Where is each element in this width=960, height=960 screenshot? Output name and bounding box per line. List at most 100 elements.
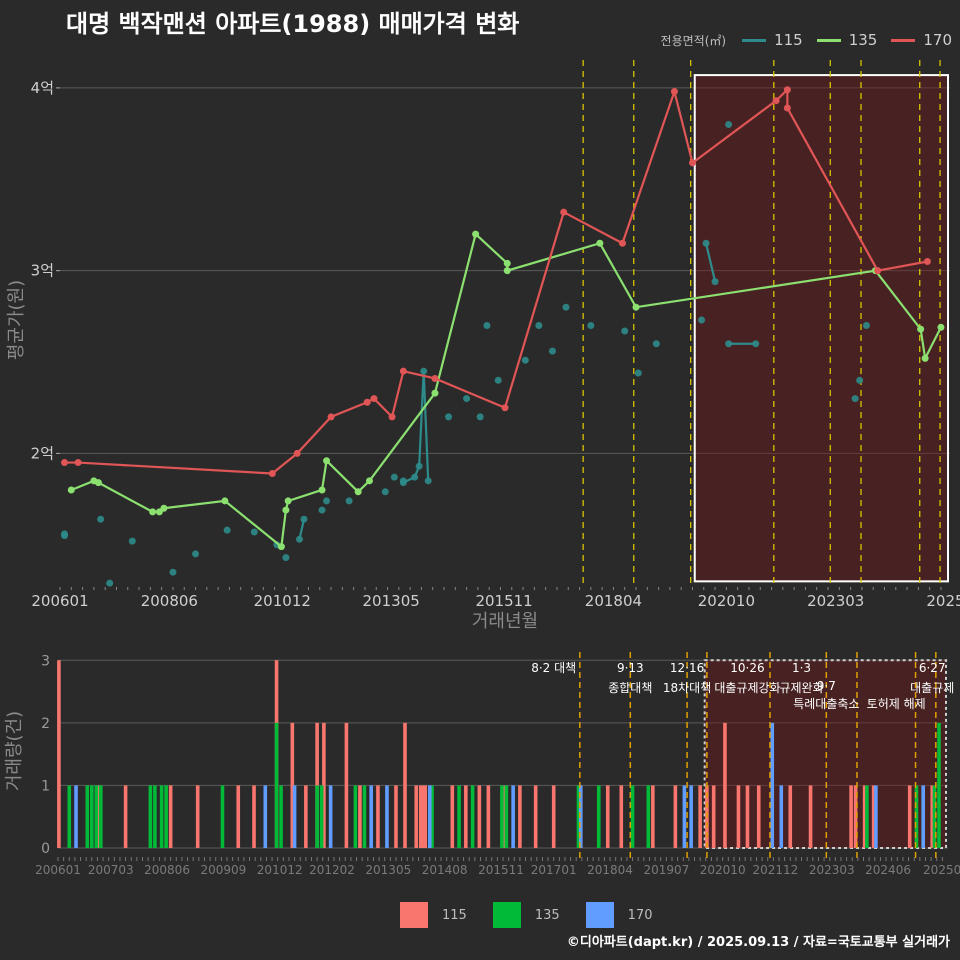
bar-legend-label-170: 170 bbox=[627, 907, 653, 923]
bar-legend-item-115: 115 bbox=[400, 902, 467, 928]
legend-swatch-170 bbox=[891, 38, 916, 42]
bar-115 bbox=[486, 785, 491, 848]
bar-x-tick-label: 201408 bbox=[422, 863, 468, 877]
bar-135 bbox=[470, 785, 475, 848]
bar-135 bbox=[353, 785, 358, 848]
policy-annotation: 18차대책 bbox=[663, 680, 711, 695]
bar-115 bbox=[736, 785, 741, 848]
point-170 bbox=[431, 374, 439, 382]
point-170 bbox=[772, 97, 780, 105]
point-170 bbox=[399, 367, 407, 375]
bar-legend: 115 135 170 bbox=[400, 902, 664, 928]
y-tick-label: 4억 bbox=[31, 79, 54, 97]
bar-x-tick-label: 201701 bbox=[531, 863, 577, 877]
bar-135 bbox=[630, 785, 635, 848]
line-115-segment bbox=[402, 371, 430, 485]
bar-115 bbox=[423, 785, 428, 848]
point-170 bbox=[688, 159, 696, 167]
bar-115 bbox=[698, 785, 702, 848]
highlight-box bbox=[693, 74, 950, 583]
bar-115 bbox=[673, 785, 678, 848]
point-115 bbox=[856, 376, 864, 384]
bar-135 bbox=[500, 785, 504, 848]
bar-x-tick-label: 202010 bbox=[700, 863, 746, 877]
bar-170 bbox=[779, 785, 784, 848]
point-135 bbox=[431, 389, 439, 397]
point-115 bbox=[192, 550, 200, 558]
bar-legend-item-135: 135 bbox=[492, 902, 560, 928]
policy-annotation: 1·3 bbox=[792, 661, 811, 675]
point-135 bbox=[503, 267, 511, 275]
source-credit: ©디아파트(dapt.kr) / 2025.09.13 / 자료=국토교통부 실… bbox=[566, 935, 950, 950]
point-170 bbox=[560, 208, 568, 216]
point-170 bbox=[74, 459, 82, 467]
bar-115 bbox=[619, 785, 624, 848]
bar-170 bbox=[874, 785, 878, 848]
bar-highlight-box bbox=[703, 659, 947, 849]
bar-135 bbox=[220, 785, 225, 848]
point-115 bbox=[652, 340, 660, 348]
point-135 bbox=[632, 303, 640, 311]
x-axis-title: 거래년월 bbox=[472, 611, 538, 632]
point-115 bbox=[390, 473, 398, 481]
legend-swatch-135 bbox=[816, 38, 841, 42]
point-135 bbox=[472, 230, 480, 238]
bar-x-tick-label: 202112 bbox=[753, 863, 799, 877]
legend-item-170: 170 bbox=[891, 31, 952, 49]
bar-115 bbox=[195, 785, 200, 848]
point-135 bbox=[917, 325, 925, 333]
bar-115 bbox=[403, 722, 407, 848]
bar-135 bbox=[315, 785, 319, 848]
point-115 bbox=[621, 327, 629, 335]
bar-135 bbox=[279, 785, 283, 848]
policy-annotation: 10·26 bbox=[730, 661, 764, 675]
bar-y-tick-label: 1 bbox=[41, 778, 50, 794]
bar-x-tick-label: 201305 bbox=[365, 863, 411, 877]
bar-115 bbox=[315, 722, 319, 848]
bar-115 bbox=[421, 785, 425, 848]
bar-135 bbox=[67, 785, 72, 848]
point-115 bbox=[169, 568, 177, 576]
x-tick-label: 200806 bbox=[141, 592, 198, 610]
bar-115 bbox=[862, 785, 867, 848]
bar-115 bbox=[358, 785, 362, 848]
point-115 bbox=[381, 488, 389, 496]
bar-115 bbox=[477, 785, 482, 848]
x-tick-label: 201305 bbox=[363, 592, 420, 610]
bar-115 bbox=[322, 722, 326, 848]
policy-annotation: 8·2 대책 bbox=[531, 660, 576, 675]
point-170 bbox=[327, 413, 335, 421]
bar-115 bbox=[605, 785, 610, 848]
bar-115 bbox=[450, 785, 455, 848]
bar-135 bbox=[274, 722, 279, 848]
bar-115 bbox=[96, 785, 101, 848]
bar-x-tick-label: 200601 bbox=[35, 863, 81, 877]
bar-115 bbox=[236, 785, 241, 848]
point-135 bbox=[596, 239, 604, 247]
bar-135 bbox=[89, 785, 94, 848]
x-tick-label: 202303 bbox=[807, 592, 864, 610]
bar-115 bbox=[344, 722, 349, 848]
point-135 bbox=[354, 488, 362, 496]
point-135 bbox=[937, 323, 945, 331]
bar-115 bbox=[252, 785, 256, 848]
legend-label-115: 115 bbox=[774, 31, 803, 49]
bar-115 bbox=[871, 785, 876, 848]
bar-170 bbox=[770, 722, 775, 848]
bar-135 bbox=[937, 722, 941, 848]
bar-135 bbox=[99, 785, 103, 848]
policy-annotation: 6·27 bbox=[919, 661, 946, 675]
bar-135 bbox=[430, 785, 434, 848]
bar-135 bbox=[576, 785, 581, 848]
point-170 bbox=[388, 413, 396, 421]
point-115 bbox=[476, 413, 484, 421]
point-135 bbox=[282, 506, 290, 514]
bar-115 bbox=[711, 785, 716, 848]
bar-135 bbox=[646, 785, 651, 848]
x-tick-label: 201804 bbox=[585, 592, 642, 610]
line-legend: 전용면적(㎡) 115 135 170 bbox=[661, 31, 952, 49]
point-115 bbox=[318, 506, 326, 514]
point-170 bbox=[268, 470, 276, 478]
legend-swatch-115 bbox=[742, 38, 767, 42]
x-tick-label: 201012 bbox=[254, 592, 311, 610]
